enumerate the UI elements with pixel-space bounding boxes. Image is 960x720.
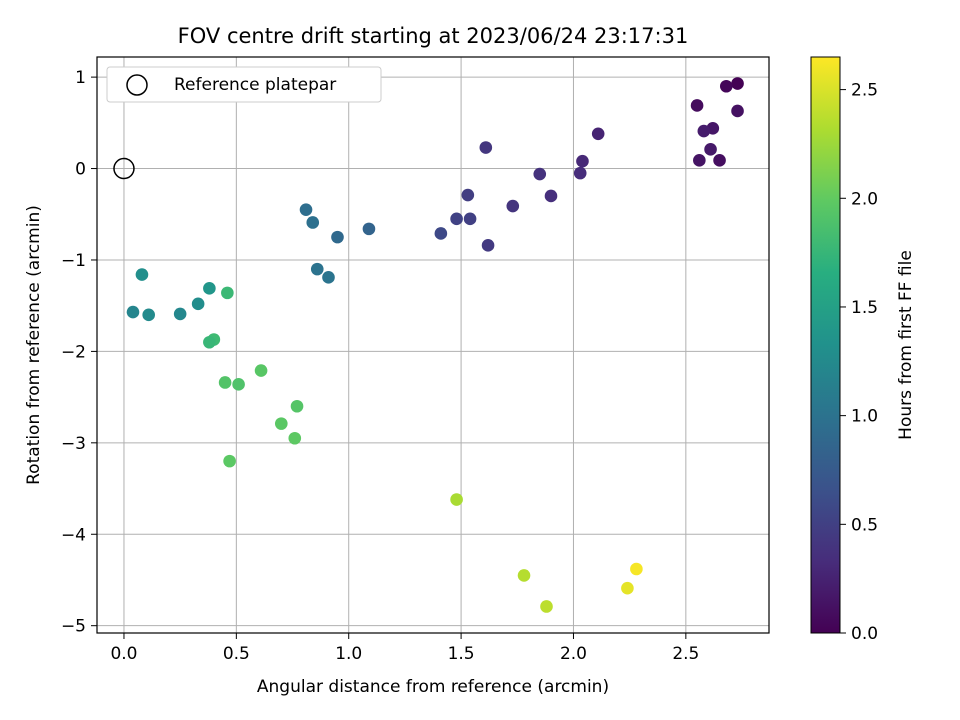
data-point [731, 77, 744, 90]
data-point [221, 286, 234, 300]
colorbar-label: Hours from first FF file [896, 250, 916, 440]
data-point [481, 239, 495, 252]
data-point [713, 154, 726, 167]
x-tick-label: 0.0 [110, 644, 137, 664]
colorbar-tick-label: 1.0 [851, 407, 878, 427]
data-point [693, 154, 706, 167]
colorbar [810, 56, 841, 634]
colorbar-tick-label: 2.5 [851, 81, 878, 101]
data-point [310, 262, 324, 276]
plot-frame [96, 56, 770, 634]
data-point [274, 417, 288, 430]
data-point [173, 307, 187, 321]
legend: Reference platepar [106, 66, 382, 103]
data-point [126, 305, 140, 319]
colorbar-tick-label: 0.5 [851, 515, 878, 535]
data-point [254, 364, 268, 377]
data-point [704, 143, 717, 156]
data-point [299, 203, 313, 216]
data-point [203, 335, 216, 349]
y-axis-ticks: 1 0 −1 −2 −3 −4 −5 [61, 68, 97, 637]
data-point [506, 199, 520, 213]
data-point [576, 154, 589, 168]
x-tick-label: 1.0 [335, 644, 362, 664]
data-point [463, 212, 477, 226]
data-point [479, 141, 493, 154]
data-points [113, 77, 744, 613]
data-point [288, 431, 302, 445]
x-axis-ticks: 0.0 0.5 1.0 1.5 2.0 2.5 [110, 633, 699, 664]
data-point [540, 600, 553, 613]
data-point [450, 212, 463, 226]
y-tick-label: 0 [75, 160, 86, 180]
data-point [719, 79, 733, 93]
y-tick-label: −1 [61, 251, 86, 271]
data-point [630, 562, 643, 576]
legend-box [106, 66, 382, 103]
data-point [621, 581, 634, 595]
data-point [223, 454, 236, 468]
legend-label: Reference platepar [174, 75, 336, 95]
x-axis-label: Angular distance from reference (arcmin) [257, 677, 609, 697]
data-point [135, 268, 149, 281]
data-point [362, 222, 376, 236]
data-point [544, 189, 558, 203]
data-point [218, 376, 232, 389]
y-tick-label: −4 [61, 525, 86, 545]
data-point [434, 227, 448, 240]
data-point [191, 297, 205, 311]
data-point [517, 569, 531, 582]
legend-reference-marker-icon [126, 74, 148, 96]
data-point [591, 127, 605, 141]
data-point [533, 167, 547, 181]
y-axis-label: Rotation from reference (arcmin) [24, 205, 44, 485]
data-point [142, 308, 155, 322]
reference-platepar-marker [113, 157, 135, 180]
y-tick-label: 1 [75, 68, 86, 88]
data-point [573, 166, 587, 180]
data-point [306, 216, 320, 229]
data-point [331, 230, 344, 244]
data-point [322, 271, 335, 284]
colorbar-tick-label: 1.5 [851, 298, 878, 318]
y-tick-label: −3 [61, 434, 86, 454]
data-point [450, 493, 463, 506]
data-point [203, 282, 216, 295]
grid-lines [97, 57, 769, 633]
y-tick-label: −5 [61, 617, 86, 637]
y-tick-label: −2 [61, 342, 86, 362]
x-tick-label: 2.0 [560, 644, 587, 664]
data-point [690, 99, 704, 112]
x-tick-label: 2.5 [672, 644, 699, 664]
x-tick-label: 0.5 [223, 644, 250, 664]
data-point [461, 188, 475, 202]
colorbar-tick-label: 2.0 [851, 189, 878, 209]
data-point [731, 104, 744, 118]
data-point [232, 378, 245, 391]
x-tick-label: 1.5 [448, 644, 475, 664]
colorbar-ticks: 0.0 0.5 1.0 1.5 2.0 2.5 [840, 81, 878, 644]
chart-title: FOV centre drift starting at 2023/06/24 … [178, 24, 689, 48]
data-point [290, 399, 304, 413]
data-point [697, 124, 711, 138]
colorbar-tick-label: 0.0 [851, 624, 878, 644]
